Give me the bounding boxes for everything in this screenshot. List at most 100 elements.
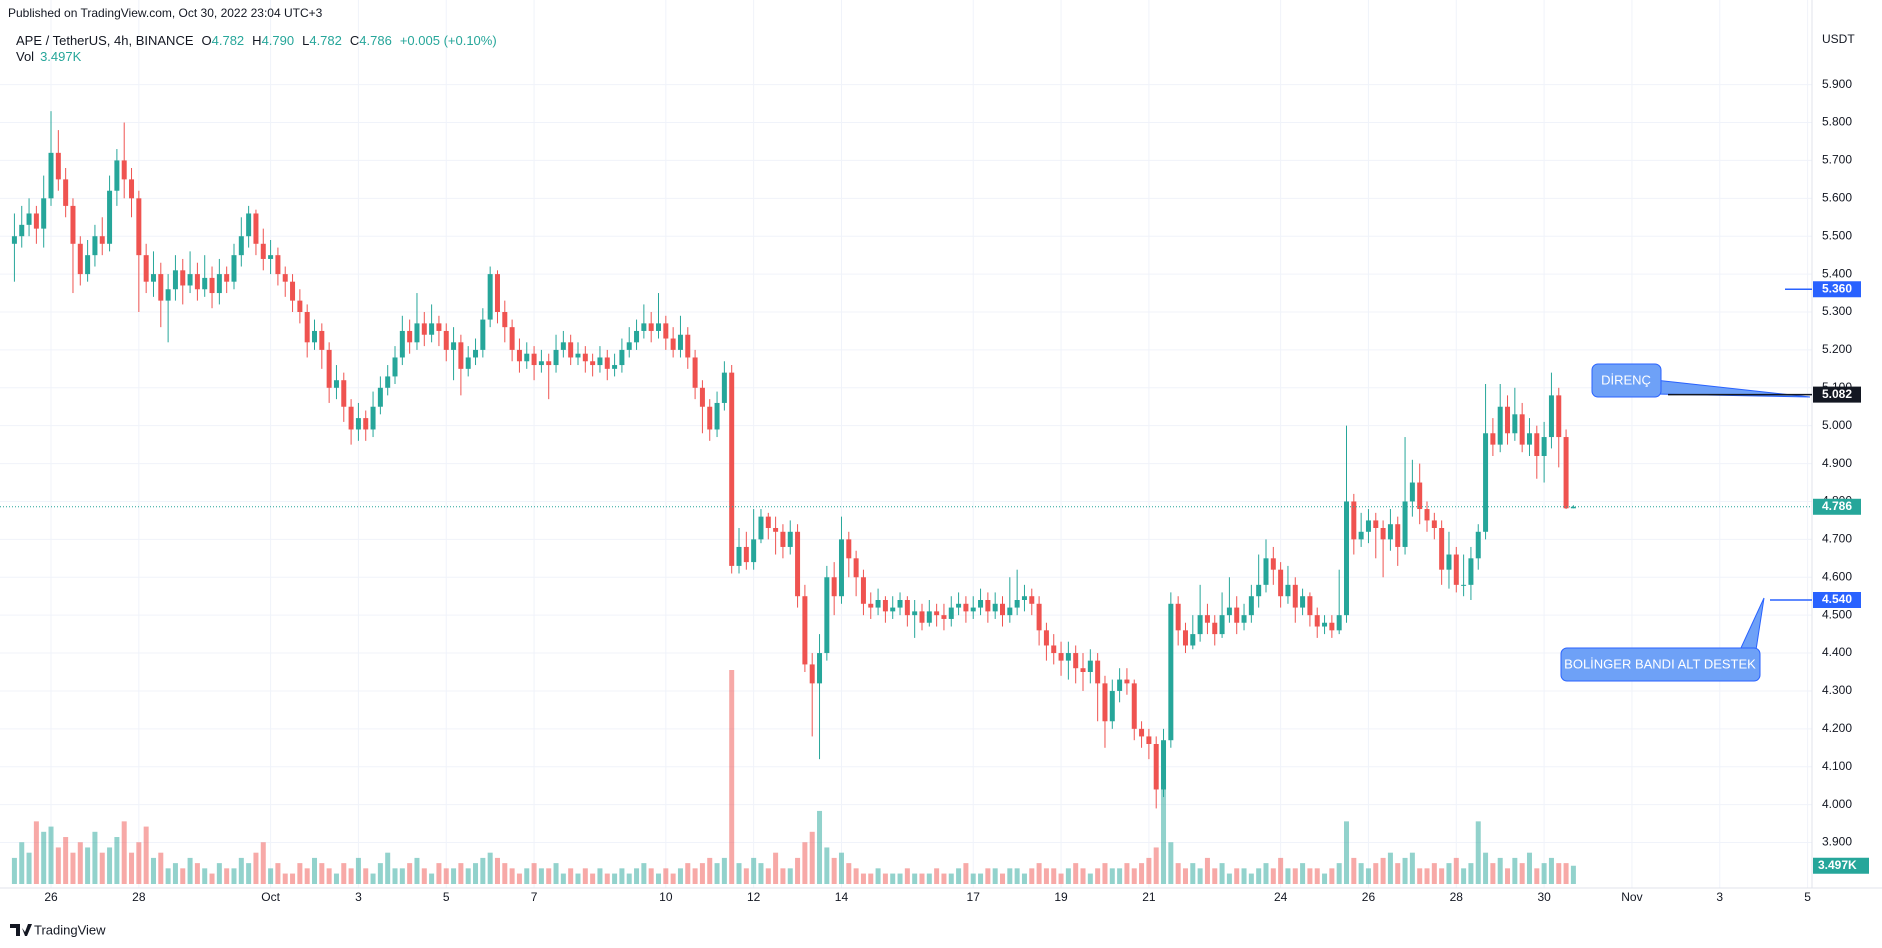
volume-bar [209, 873, 215, 884]
volume-bar [487, 852, 493, 884]
volume-bar [795, 857, 801, 884]
callout-text: DİRENÇ [1601, 372, 1651, 387]
volume-bar [348, 868, 354, 884]
candle-body [429, 323, 435, 335]
candle-body [1519, 414, 1525, 445]
volume-bar [780, 868, 786, 884]
candle-body [1548, 395, 1554, 438]
volume-bar [721, 857, 727, 884]
candle-body [560, 342, 566, 350]
volume-bar [1175, 863, 1181, 884]
volume-bar [1505, 868, 1511, 884]
candle-body [1439, 528, 1445, 570]
volume-bar [1197, 868, 1203, 884]
candle-body [107, 190, 113, 244]
candle-body [612, 365, 618, 369]
volume-bar [1373, 863, 1379, 884]
legend-field-label: H [252, 33, 261, 48]
y-tick-label: 5.200 [1822, 342, 1852, 356]
volume-bar [626, 873, 632, 884]
volume-bar [1036, 863, 1042, 884]
volume-bar [1234, 868, 1240, 884]
candle-body [934, 611, 940, 616]
volume-bar [1446, 863, 1452, 884]
candle-body [787, 531, 793, 547]
volume-bar [1563, 863, 1569, 884]
candle-body [831, 577, 837, 597]
volume-bar [1270, 868, 1276, 884]
candle-body [846, 539, 852, 559]
volume-bar [1285, 868, 1291, 884]
candle-body [48, 152, 54, 199]
published: Published on TradingView.com, Oct 30, 20… [8, 6, 323, 20]
candle-body [1036, 603, 1042, 631]
candle-body [890, 607, 896, 612]
volume-bar [831, 857, 837, 884]
volume-legend-value: 3.497K [40, 49, 82, 64]
volume-bar [1014, 868, 1020, 884]
candle-body [436, 323, 442, 331]
volume-bar [268, 868, 274, 884]
volume-bar [246, 863, 252, 884]
candle-body [421, 323, 427, 335]
candle-body [882, 600, 888, 612]
volume-bar [1204, 857, 1210, 884]
volume-bar [341, 863, 347, 884]
candle-body [751, 539, 757, 563]
candle-body [780, 531, 786, 547]
candle-body [1329, 622, 1335, 631]
volume-bar [802, 842, 808, 884]
legend-field-label: L [302, 33, 309, 48]
candle-body [1314, 615, 1320, 627]
candle-body [912, 611, 918, 616]
candle-body [1395, 524, 1401, 547]
candle-body [729, 372, 735, 566]
volume-bar [224, 868, 230, 884]
candle-body [1402, 501, 1408, 547]
volume-bar [129, 852, 135, 884]
legend-field-value: 4.782 [212, 33, 245, 48]
volume-bar [158, 852, 164, 884]
volume-bar [121, 821, 127, 884]
candle-body [1453, 554, 1459, 585]
candle-body [1534, 433, 1540, 456]
volume-bar [553, 863, 559, 884]
candle-body [1146, 736, 1152, 744]
volume-bar [963, 863, 969, 884]
callout-text: BOLİNGER BANDI ALT DESTEK [1564, 656, 1756, 671]
volume-bar [26, 852, 32, 884]
candle-body [795, 531, 801, 597]
x-tick-label: 26 [44, 890, 58, 904]
candle-body [1387, 524, 1393, 540]
volume-bar [48, 826, 54, 884]
candle-body [333, 380, 339, 388]
candle-body [319, 330, 325, 350]
volume-bar [355, 857, 361, 884]
y-tick-label: 4.500 [1822, 607, 1852, 621]
volume-bar [1409, 852, 1415, 884]
last-price-label: 4.786 [1822, 499, 1852, 513]
candle-body [1256, 584, 1262, 597]
volume-bar [875, 868, 881, 884]
candle-body [1358, 531, 1364, 540]
volume-bar [1526, 852, 1532, 884]
volume-bar [912, 873, 918, 884]
x-tick-label: 21 [1142, 890, 1156, 904]
volume-bar [751, 857, 757, 884]
y-tick-label: 5.000 [1822, 418, 1852, 432]
volume-bar [765, 868, 771, 884]
y-tick-label: 5.700 [1822, 153, 1852, 167]
volume-bar [853, 868, 859, 884]
volume-bar [1424, 868, 1430, 884]
volume-bar [787, 868, 793, 884]
callout-box [1560, 647, 1761, 682]
candle-body [1109, 690, 1115, 722]
y-tick-label: 5.300 [1822, 304, 1852, 318]
candle-body [663, 323, 669, 339]
candle-body [1468, 558, 1474, 585]
candle-body [1029, 596, 1035, 604]
candle-body [494, 274, 500, 312]
callout-resistance: DİRENÇ [1591, 363, 1811, 398]
volume-bar [1263, 863, 1269, 884]
volume-bar [670, 873, 676, 884]
